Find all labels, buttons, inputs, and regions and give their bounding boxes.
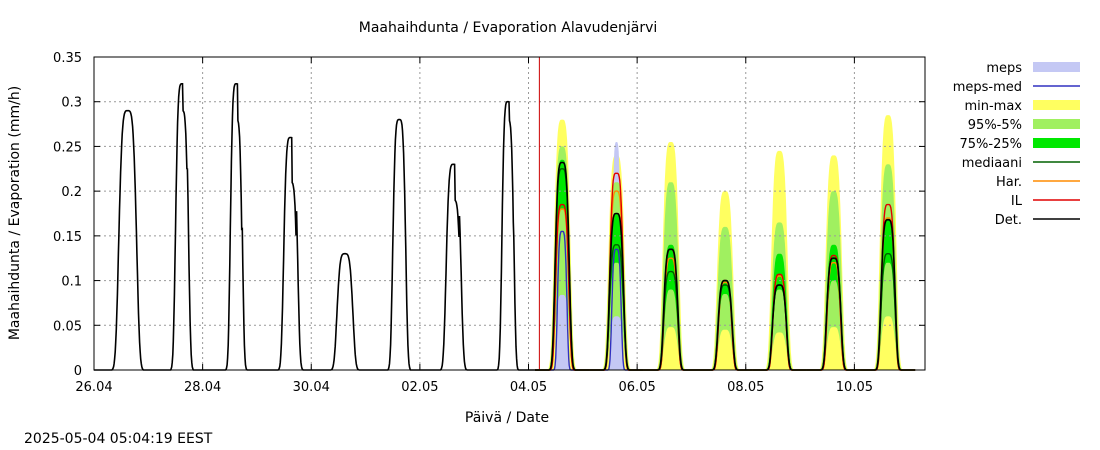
axes: 26.04 28.04 30.04 02.05 04.05 06.05 08.05 10.05…: [53, 51, 925, 395]
x-tick-label: 02.05: [401, 380, 438, 395]
band-95-5: [698, 226, 753, 370]
band-95-5: [589, 182, 644, 370]
band-75-25: [535, 159, 590, 370]
x-tick-label: 26.04: [75, 380, 112, 395]
band-75-25: [752, 253, 807, 370]
band-95-5: [535, 146, 590, 370]
legend-swatch: [1033, 138, 1080, 148]
legend-label: Det.: [995, 213, 1022, 228]
band-75-25: [860, 218, 916, 370]
plot-frame: [93, 56, 926, 371]
x-tick-label: 30.04: [293, 380, 330, 395]
y-tick-label: 0.05: [53, 319, 82, 334]
band-meps: [535, 226, 590, 370]
chart-title: Maahaihdunta / Evaporation Alavudenjärvi: [359, 20, 658, 36]
legend-label: Har.: [996, 175, 1022, 190]
legend-swatch: [1033, 62, 1080, 72]
band-75-25: [806, 244, 861, 370]
x-tick-label: 10.05: [836, 380, 873, 395]
band-95-5: [752, 222, 807, 370]
band-75-25: [643, 244, 698, 370]
y-tick-label: 0.15: [53, 230, 82, 245]
x-tick-label: 08.05: [727, 380, 764, 395]
y-tick-label: 0.3: [61, 96, 82, 111]
legend-label: IL: [1011, 194, 1023, 209]
y-tick-label: 0.2: [61, 185, 82, 200]
series-det-history: [94, 83, 540, 371]
legend-label: min-max: [964, 99, 1022, 114]
x-tick-label: 28.04: [184, 380, 221, 395]
y-axis-label: Maahaihdunta / Evaporation (mm/h): [7, 86, 23, 340]
legend-label: 95%-5%: [968, 118, 1022, 133]
y-tick-label: 0.25: [53, 140, 82, 155]
x-axis-label: Päivä / Date: [465, 410, 549, 426]
legend-swatch: [1033, 119, 1080, 129]
legend-label: meps-med: [953, 80, 1022, 95]
series-lines: [94, 57, 916, 371]
y-tick-label: 0.1: [61, 275, 82, 290]
legend-label: meps: [986, 61, 1022, 76]
legend-swatch: [1033, 100, 1080, 110]
x-tick-label: 04.05: [510, 380, 547, 395]
legend-label: 75%-25%: [960, 137, 1022, 152]
timestamp: 2025-05-04 05:04:19 EEST: [24, 431, 213, 447]
legend-label: mediaani: [962, 156, 1022, 171]
band-95-5: [860, 164, 916, 370]
forecast-bands: [535, 115, 916, 370]
x-tick-label: 06.05: [619, 380, 656, 395]
y-tick-label: 0.35: [53, 51, 82, 66]
y-tick-label: 0: [74, 364, 82, 379]
legend: meps meps-med min-max 95%-5% 75%-25% mediaani…: [953, 61, 1080, 228]
